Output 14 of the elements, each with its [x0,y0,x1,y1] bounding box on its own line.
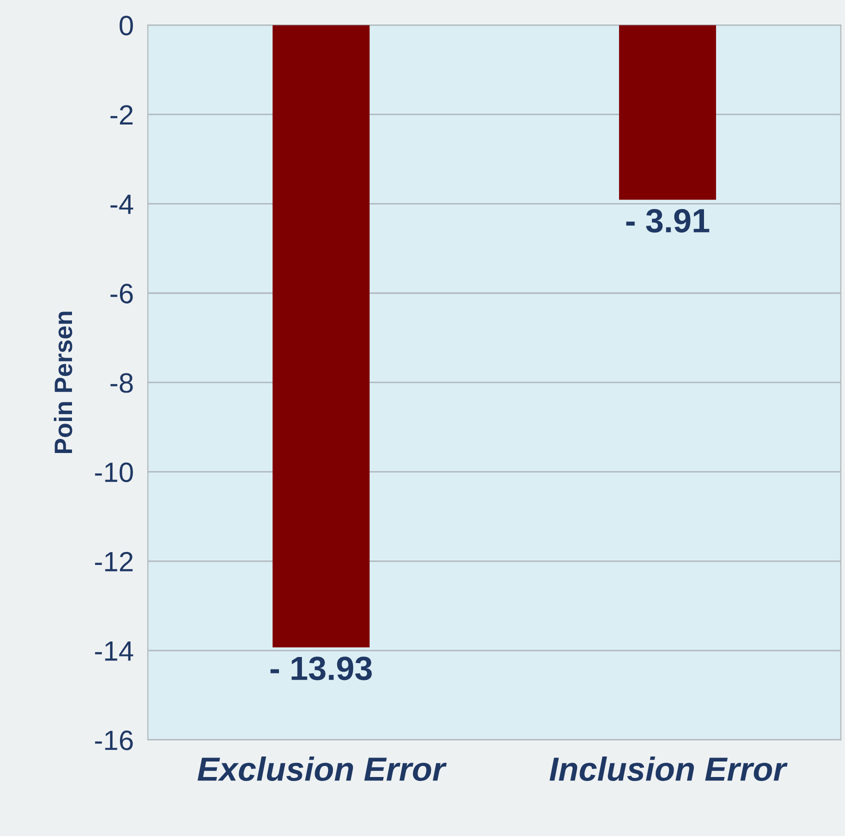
y-tick-label: -10 [95,462,133,482]
x-tick-label: Inclusion Error [550,756,788,782]
y-tick-label: -14 [95,641,134,661]
y-axis-title: Poin Persen [54,312,72,454]
y-tick-label: 0 [120,16,133,36]
x-tick-label: Exclusion Error [198,756,447,782]
y-tick-label: -12 [95,552,133,572]
y-tick-label: -2 [110,105,133,124]
data-label: - 13.93 [270,656,372,680]
y-tick-label: -4 [110,194,134,214]
y-tick-label: -8 [110,373,133,393]
y-tick-label: -16 [95,730,133,750]
y-tick-label: -6 [110,284,133,304]
data-label: - 3.91 [626,208,710,233]
